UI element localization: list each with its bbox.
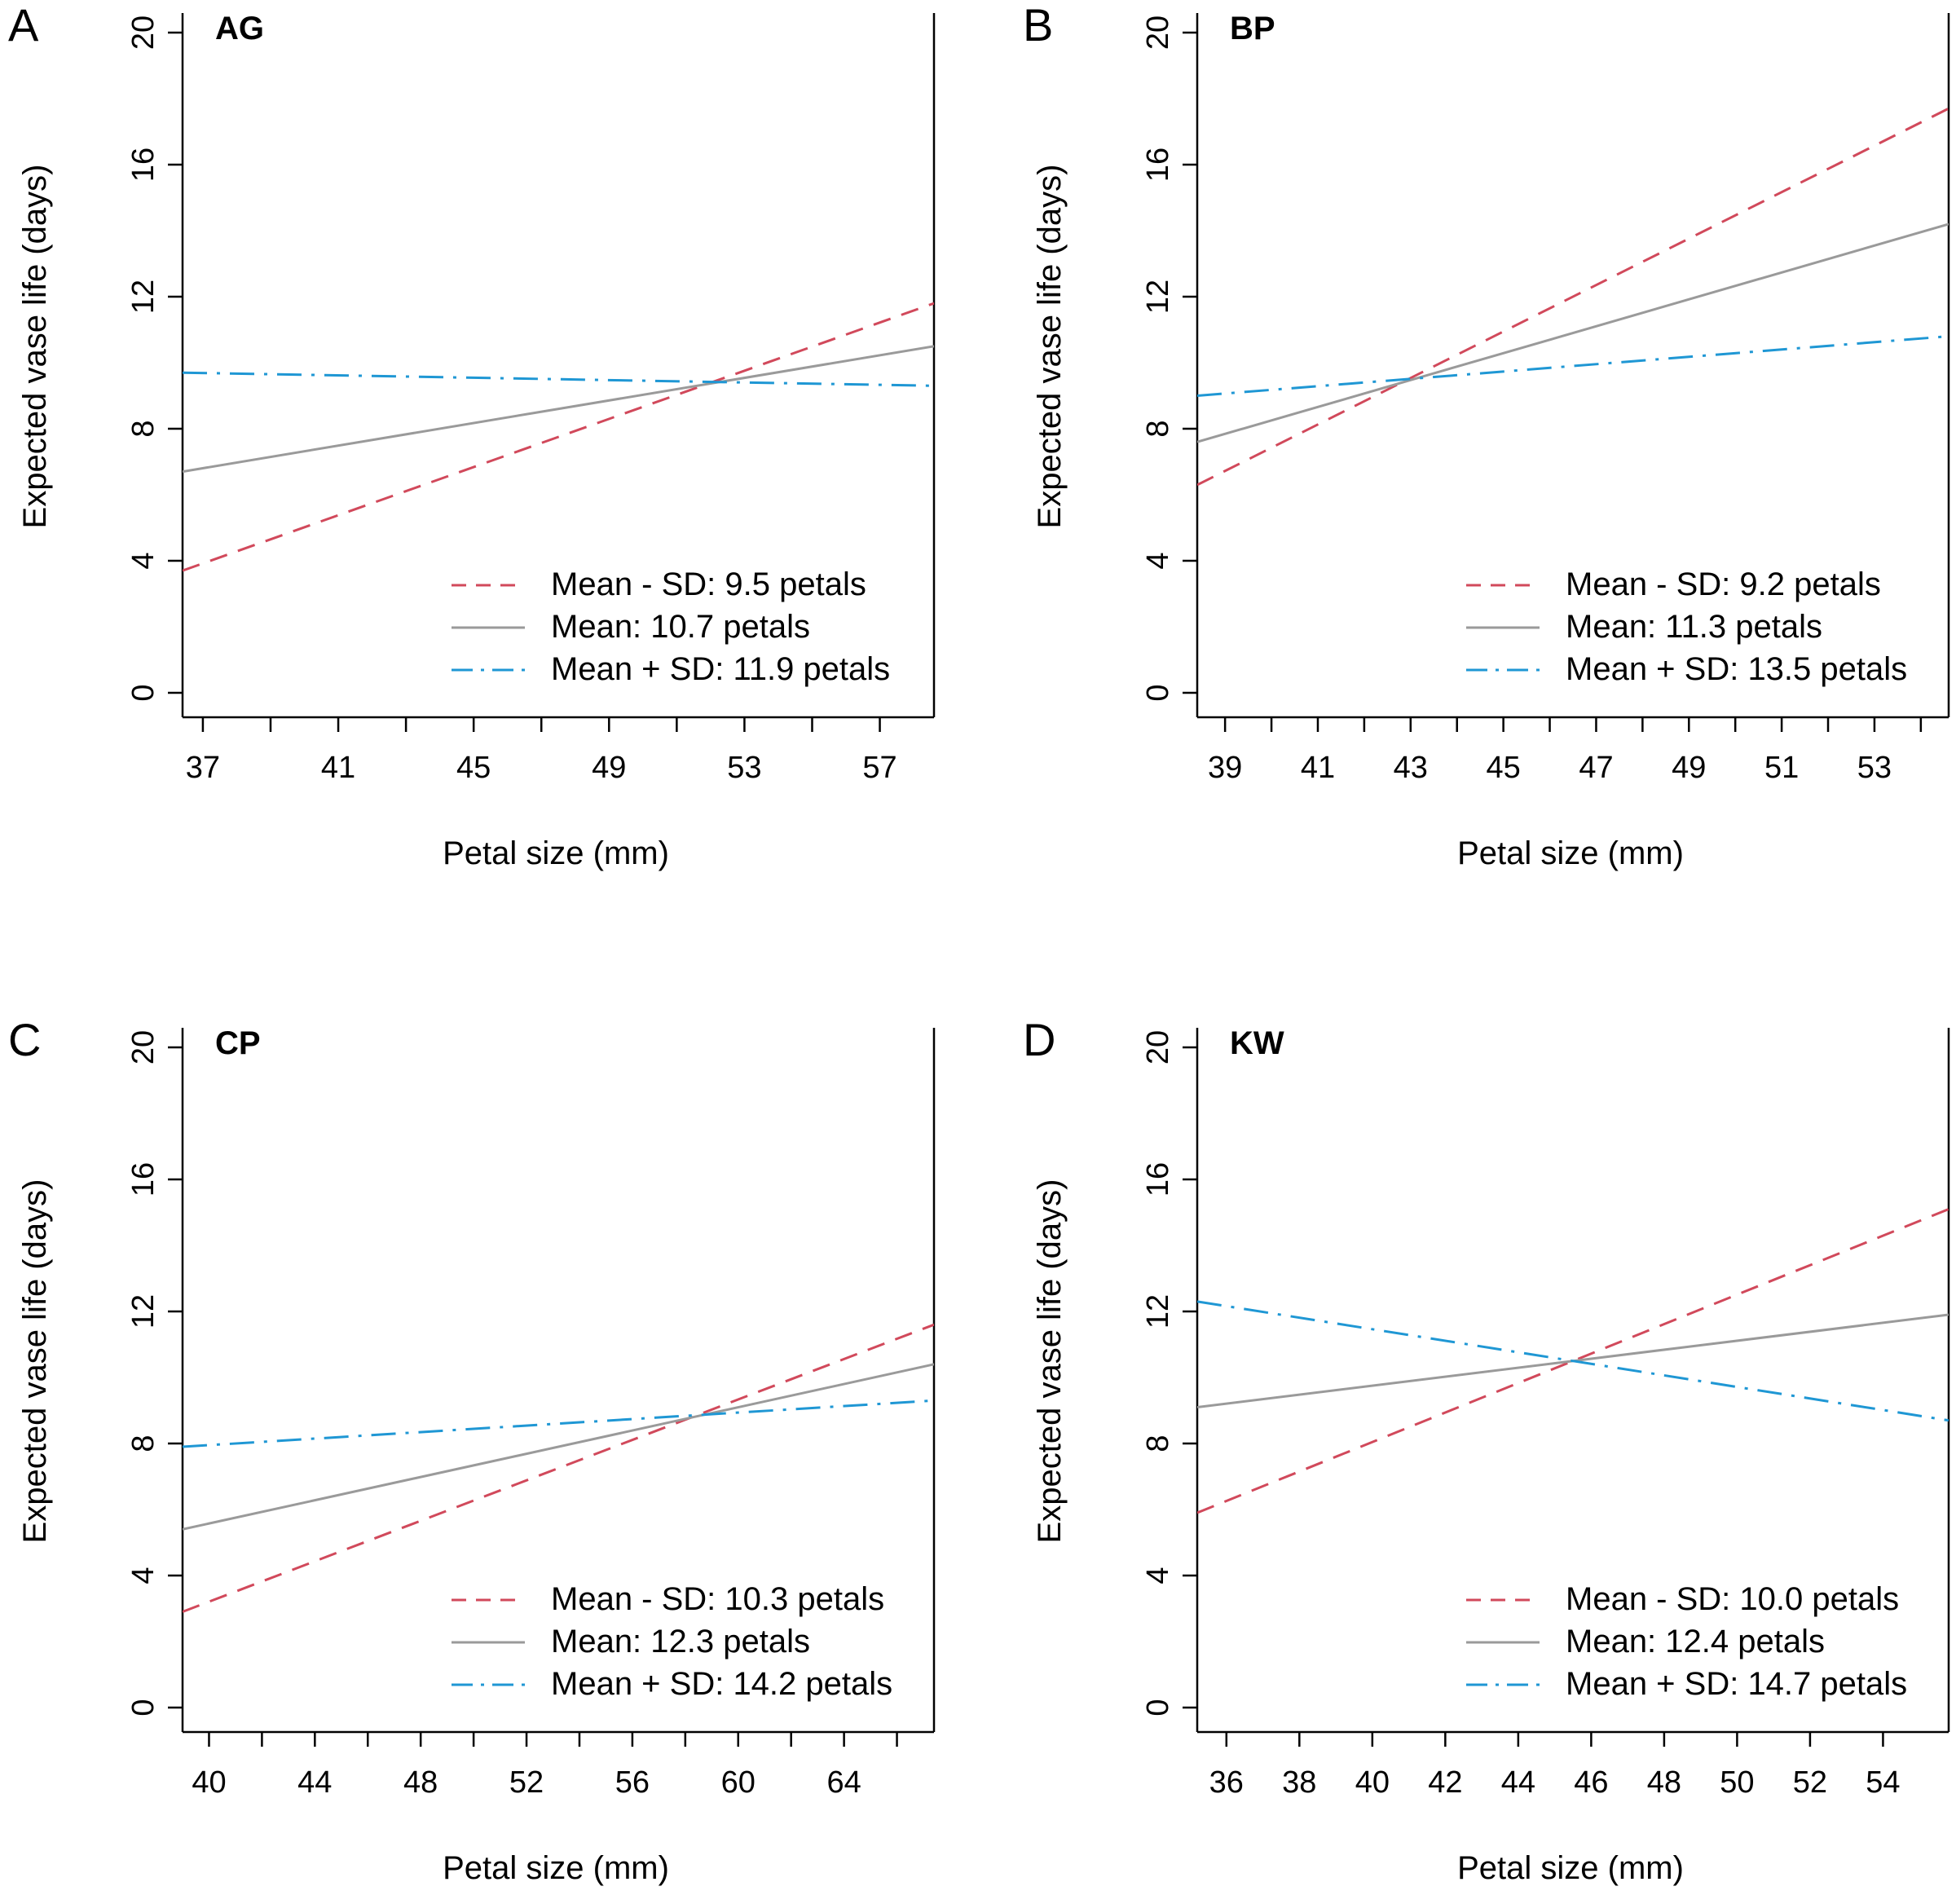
- x-tick-label: 39: [1208, 751, 1242, 785]
- y-tick-label: 0: [1141, 1699, 1175, 1716]
- series-line-mean: [183, 345, 934, 474]
- x-tick-label: 50: [1720, 1765, 1754, 1800]
- legend-label: Mean + SD: 13.5 petals: [1566, 651, 1907, 687]
- legend-label: Mean + SD: 11.9 petals: [551, 651, 890, 687]
- y-axis-title: Expected vase life (days): [17, 1179, 53, 1544]
- y-tick-label: 16: [126, 148, 161, 182]
- x-tick-label: 49: [592, 751, 626, 785]
- x-tick-label: 44: [1501, 1765, 1535, 1800]
- x-tick-label: 57: [862, 751, 896, 785]
- x-tick-label: 45: [1486, 751, 1520, 785]
- x-tick-label: 36: [1209, 1765, 1244, 1800]
- legend-label: Mean: 10.7 petals: [551, 609, 810, 645]
- panel-letter: A: [8, 0, 39, 51]
- legend-label: Mean + SD: 14.7 petals: [1566, 1666, 1907, 1702]
- x-tick-label: 53: [1857, 751, 1892, 785]
- x-tick-label: 48: [403, 1765, 438, 1800]
- x-tick-label: 47: [1579, 751, 1613, 785]
- y-tick-label: 20: [1141, 15, 1175, 50]
- x-axis-title: Petal size (mm): [1457, 1850, 1684, 1886]
- panel-letter: B: [1023, 0, 1053, 51]
- y-tick-label: 12: [1141, 280, 1175, 314]
- x-tick-label: 56: [615, 1765, 650, 1800]
- y-tick-label: 4: [1141, 552, 1175, 569]
- y-tick-label: 16: [1141, 1162, 1175, 1197]
- y-tick-label: 8: [126, 1435, 161, 1452]
- x-tick-label: 45: [456, 751, 491, 785]
- x-tick-label: 53: [727, 751, 761, 785]
- series-line-mean: [1197, 223, 1949, 443]
- x-tick-label: 41: [1301, 751, 1335, 785]
- y-tick-label: 12: [126, 1294, 161, 1329]
- y-tick-label: 12: [1141, 1294, 1175, 1329]
- y-tick-label: 8: [1141, 420, 1175, 437]
- y-axis-title: Expected vase life (days): [1032, 1179, 1068, 1544]
- panel-a: A AG 0 4 8 12 16 20 37 41 45 49 53 57 Petal size (mm) E…: [8, 0, 936, 871]
- y-tick-label: 20: [126, 1030, 161, 1064]
- legend-label: Mean - SD: 9.5 petals: [551, 566, 866, 602]
- x-tick-label: 51: [1764, 751, 1799, 785]
- x-tick-label: 41: [321, 751, 355, 785]
- series-line-mean-minus-sd: [1197, 107, 1949, 487]
- x-axis-title: Petal size (mm): [443, 1850, 669, 1886]
- y-tick-label: 16: [126, 1162, 161, 1197]
- x-tick-label: 60: [721, 1765, 756, 1800]
- series-line-mean: [183, 1363, 934, 1531]
- legend-label: Mean - SD: 10.3 petals: [551, 1581, 884, 1617]
- legend-label: Mean: 12.3 petals: [551, 1624, 810, 1659]
- series-line-mean-plus-sd: [1197, 335, 1949, 397]
- panel-letter: C: [8, 1014, 41, 1065]
- x-tick-label: 54: [1866, 1765, 1900, 1800]
- x-axis-title: Petal size (mm): [443, 835, 669, 871]
- x-tick-label: 46: [1574, 1765, 1608, 1800]
- y-tick-label: 8: [126, 420, 161, 437]
- y-tick-label: 12: [126, 280, 161, 314]
- x-tick-label: 42: [1428, 1765, 1462, 1800]
- x-tick-label: 52: [1793, 1765, 1827, 1800]
- panel-title: BP: [1230, 11, 1275, 46]
- y-axis-title: Expected vase life (days): [1032, 165, 1068, 529]
- x-tick-label: 44: [297, 1765, 332, 1800]
- x-tick-label: 64: [826, 1765, 861, 1800]
- series-line-mean-minus-sd: [1197, 1208, 1949, 1514]
- legend-label: Mean: 12.4 petals: [1566, 1624, 1825, 1659]
- panel-title: CP: [215, 1025, 261, 1061]
- x-tick-label: 37: [186, 751, 220, 785]
- legend-label: Mean: 11.3 petals: [1566, 609, 1822, 645]
- x-tick-label: 52: [509, 1765, 544, 1800]
- y-tick-label: 4: [1141, 1567, 1175, 1584]
- y-tick-label: 20: [126, 15, 161, 50]
- series-line-mean-plus-sd: [183, 371, 934, 387]
- y-tick-label: 0: [126, 1699, 161, 1716]
- panel-title: AG: [215, 11, 264, 46]
- panel-b: B BP 0 4 8 12 16 20 39 41 43 45 47 49 51 53 Petal size (…: [1023, 0, 1950, 871]
- x-axis-title: Petal size (mm): [1457, 835, 1684, 871]
- panel-title: KW: [1230, 1025, 1284, 1061]
- x-tick-label: 40: [1355, 1765, 1390, 1800]
- y-tick-label: 0: [1141, 684, 1175, 701]
- legend-label: Mean - SD: 9.2 petals: [1566, 566, 1881, 602]
- series-line-mean-plus-sd: [183, 1399, 934, 1448]
- x-tick-label: 38: [1282, 1765, 1316, 1800]
- y-tick-label: 4: [126, 552, 161, 569]
- x-tick-label: 43: [1394, 751, 1428, 785]
- y-tick-label: 16: [1141, 148, 1175, 182]
- series-line-mean-plus-sd: [1197, 1300, 1949, 1422]
- x-tick-label: 49: [1672, 751, 1706, 785]
- y-tick-label: 0: [126, 684, 161, 701]
- legend-label: Mean - SD: 10.0 petals: [1566, 1581, 1899, 1617]
- y-tick-label: 8: [1141, 1435, 1175, 1452]
- legend-label: Mean + SD: 14.2 petals: [551, 1666, 892, 1702]
- y-tick-label: 20: [1141, 1030, 1175, 1064]
- x-tick-label: 48: [1647, 1765, 1681, 1800]
- series-line-mean-minus-sd: [183, 302, 934, 572]
- y-axis-title: Expected vase life (days): [17, 165, 53, 529]
- panel-letter: D: [1023, 1014, 1055, 1065]
- series-line-mean-minus-sd: [183, 1323, 934, 1613]
- x-tick-label: 40: [192, 1765, 226, 1800]
- y-tick-label: 4: [126, 1567, 161, 1584]
